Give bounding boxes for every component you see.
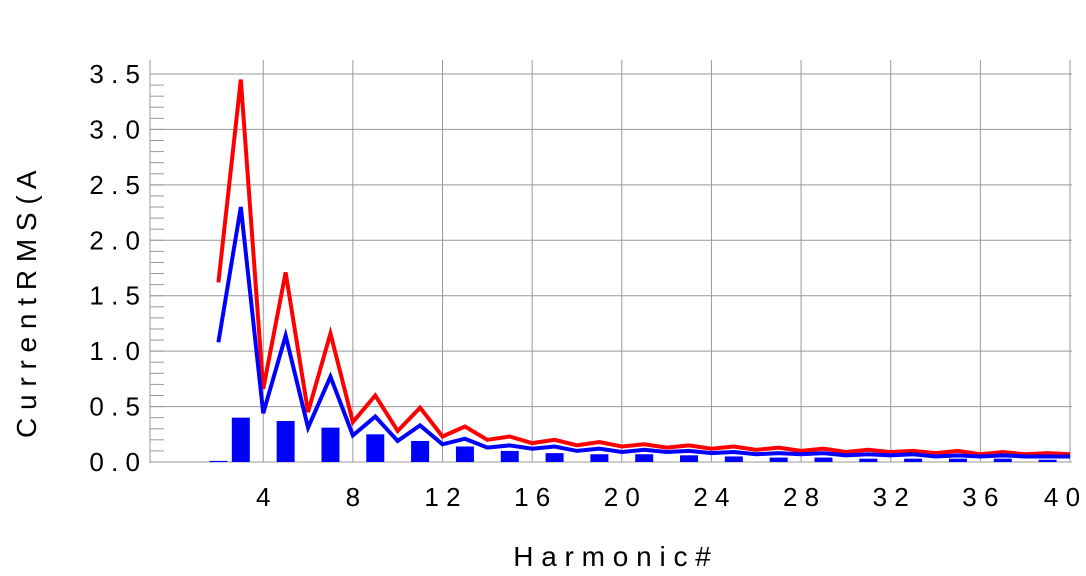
- x-tick-label: 3 2: [873, 482, 909, 512]
- x-tick-label: 2 0: [604, 482, 640, 512]
- bar: [859, 458, 878, 462]
- y-tick-label: 3 . 0: [89, 114, 140, 144]
- x-tick-label: 3 6: [962, 482, 998, 512]
- bar: [948, 458, 967, 462]
- bar: [276, 420, 295, 462]
- bar-series: [209, 417, 1057, 462]
- x-tick-label: 1 6: [514, 482, 550, 512]
- y-axis-label: C u r r e n t R M S ( A: [11, 170, 42, 438]
- bar: [680, 455, 699, 462]
- plot-area: [150, 60, 1072, 465]
- y-tick-label: 0 . 0: [89, 447, 140, 477]
- bar: [209, 460, 228, 462]
- y-tick-label: 2 . 5: [89, 170, 140, 200]
- bar: [814, 457, 833, 462]
- x-tick-label: 2 8: [783, 482, 819, 512]
- bar: [366, 434, 385, 462]
- y-tick-label: 3 . 5: [89, 59, 140, 89]
- y-tick-label: 2 . 0: [89, 225, 140, 255]
- x-axis-label: H a r m o n i c #: [513, 541, 711, 572]
- bar: [455, 446, 474, 462]
- bar: [321, 427, 340, 462]
- bar: [993, 458, 1012, 462]
- bar: [411, 440, 430, 462]
- x-tick-labels: 4 8 1 2 1 6 2 0 2 4 2 8 3 2 3 6 4 0: [256, 482, 1080, 512]
- bar: [635, 454, 654, 462]
- x-tick-label: 4 0: [1044, 482, 1080, 512]
- x-tick-label: 4: [256, 482, 270, 512]
- x-tick-label: 2 4: [693, 482, 729, 512]
- y-tick-labels: 0 . 0 0 . 5 1 . 0 1 . 5 2 . 0 2 . 5 3 . 0 3 . 5: [89, 59, 140, 477]
- x-tick-label: 1 2: [424, 482, 460, 512]
- bar: [1038, 459, 1057, 462]
- minor-ticks: [150, 73, 164, 463]
- bar: [769, 457, 788, 462]
- y-tick-label: 1 . 5: [89, 281, 140, 311]
- bar: [231, 417, 250, 462]
- bar: [545, 453, 564, 462]
- bar: [724, 456, 743, 462]
- bar: [904, 458, 923, 462]
- bar: [590, 454, 609, 462]
- x-tick-label: 8: [346, 482, 360, 512]
- line-series: [216, 79, 1071, 459]
- gridlines: [150, 60, 1072, 463]
- y-tick-label: 1 . 0: [89, 336, 140, 366]
- bar: [500, 450, 519, 462]
- y-tick-label: 0 . 5: [89, 392, 140, 422]
